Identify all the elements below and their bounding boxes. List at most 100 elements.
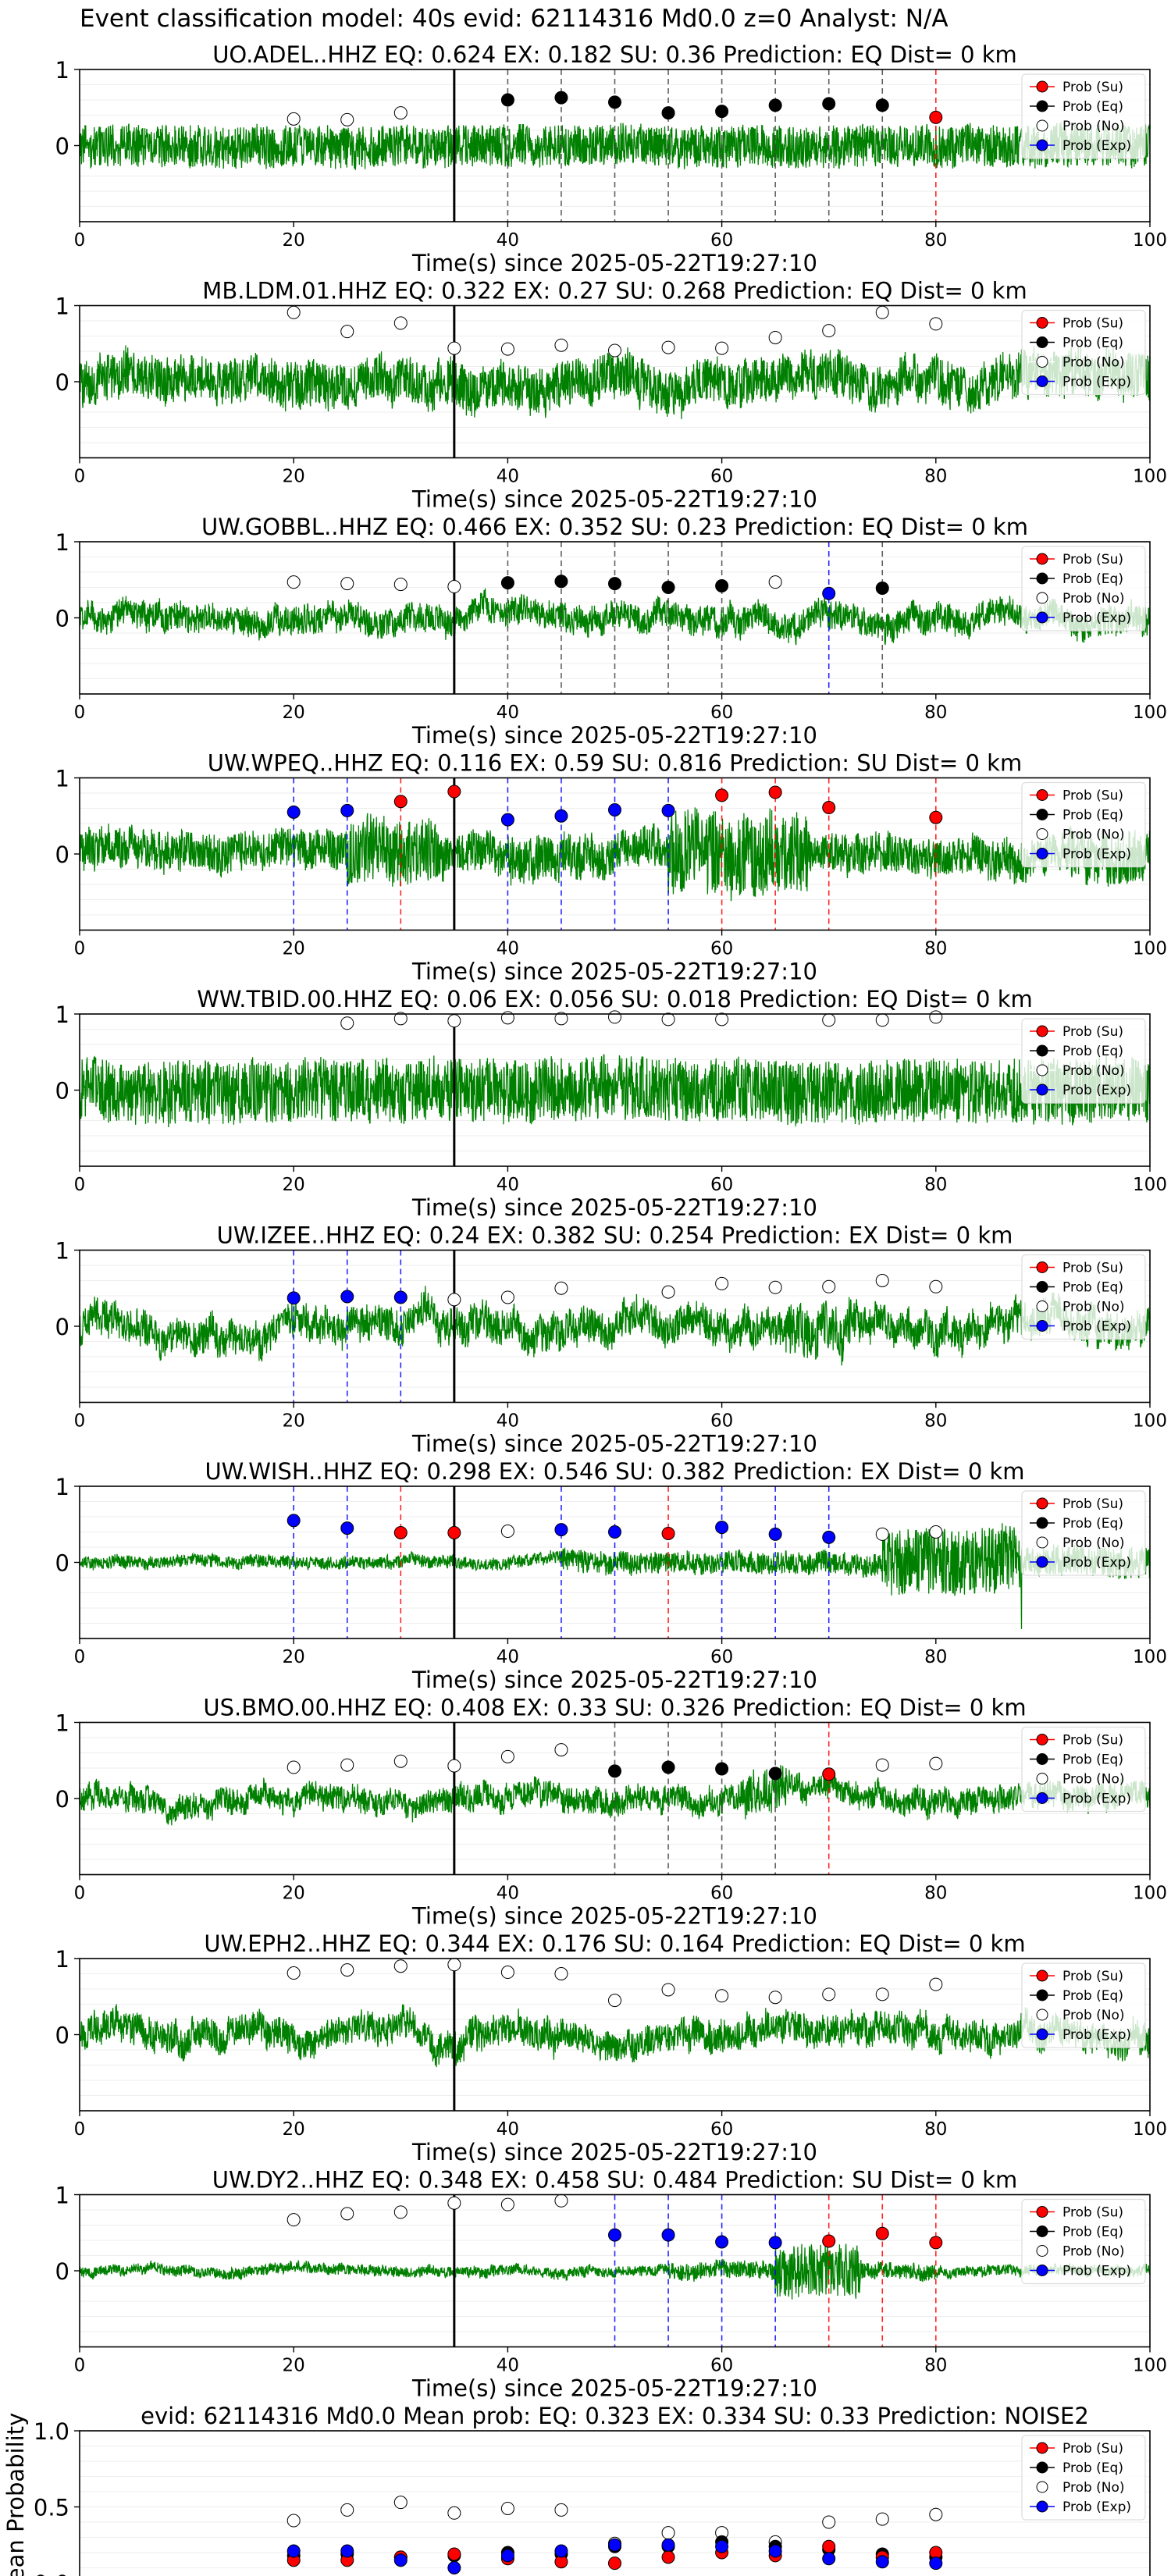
prob-point-no: [608, 343, 621, 358]
prob-point-eq: [554, 575, 568, 589]
x-tick-label: 80: [924, 1175, 947, 1195]
legend: Prob (Su) Prob (Eq) Prob (No) Prob (Exp): [1021, 1726, 1146, 1813]
prob-point-no: [393, 316, 408, 330]
prob-point-no: [661, 340, 675, 354]
legend-marker-eq: [1036, 336, 1048, 348]
legend: Prob (Su) Prob (Eq) Prob (No) Prob (Exp): [1021, 309, 1146, 396]
legend-label: Prob (Su): [1062, 1969, 1123, 1984]
prob-point-exp: [768, 1527, 782, 1541]
mean-prob-point-exp: [340, 2544, 354, 2558]
legend-marker-no: [1036, 2245, 1048, 2257]
panel-title: UW.DY2..HHZ EQ: 0.348 EX: 0.458 SU: 0.48…: [212, 2167, 1018, 2194]
legend-label: Prob (Exp): [1062, 1555, 1131, 1571]
prob-point-exp: [822, 586, 836, 600]
y-tick-label: 0.5: [34, 2495, 69, 2521]
mean-prob-point-no: [340, 2503, 354, 2517]
x-tick-label: 20: [283, 2119, 305, 2140]
x-tick-label: 100: [1133, 1411, 1167, 1432]
mean-prob-point-exp: [500, 2549, 514, 2563]
x-tick-label: 80: [924, 467, 947, 487]
legend-marker-exp: [1036, 2028, 1048, 2041]
prob-point-no: [287, 1966, 301, 1980]
prob-point-eq: [661, 581, 675, 594]
waveform-trace: [79, 1054, 1151, 1128]
prob-point-no: [340, 325, 354, 339]
waveform-trace: [79, 345, 1151, 419]
legend-marker-no: [1036, 2481, 1048, 2493]
legend-marker-eq: [1036, 572, 1048, 585]
y-tick-label: 0: [55, 2023, 69, 2049]
prob-point-no: [661, 1285, 675, 1299]
x-tick-label: 40: [497, 1175, 519, 1195]
prob-point-su: [875, 2226, 889, 2240]
x-tick-label: 80: [924, 230, 947, 251]
x-tick-label: 20: [283, 939, 305, 959]
mean-prob-point-no: [500, 2501, 514, 2515]
mean-prob-point-exp: [447, 2561, 461, 2574]
legend-marker-su: [1036, 2206, 1048, 2218]
legend-label: Prob (Eq): [1062, 808, 1123, 824]
waveform-trace: [79, 1286, 1151, 1366]
x-tick-label: 40: [497, 2356, 519, 2376]
legend-label: Prob (Exp): [1062, 1791, 1131, 1807]
prob-point-eq: [608, 577, 621, 591]
panel-title: MB.LDM.01.HHZ EQ: 0.322 EX: 0.27 SU: 0.2…: [202, 278, 1027, 304]
panel-title: WW.TBID.00.HHZ EQ: 0.06 EX: 0.056 SU: 0.…: [197, 986, 1033, 1012]
prob-point-su: [393, 1525, 408, 1539]
legend: Prob (Su) Prob (Eq) Prob (No) Prob (Exp): [1021, 1962, 1146, 2048]
prob-point-no: [929, 1525, 943, 1539]
mean-prob-point-no: [929, 2507, 943, 2521]
legend-marker-su: [1036, 1734, 1048, 1745]
legend-marker-eq: [1036, 1989, 1048, 2001]
legend-label: Prob (Su): [1062, 316, 1123, 332]
prob-point-no: [875, 1274, 889, 1287]
prob-point-no: [393, 1959, 408, 1973]
y-tick-label: 1: [55, 1946, 69, 1973]
prob-point-no: [554, 338, 568, 352]
prob-point-no: [500, 1290, 514, 1304]
x-tick-label: 100: [1133, 1884, 1167, 1904]
prob-point-no: [768, 330, 782, 344]
legend-label: Prob (Exp): [1062, 2500, 1131, 2515]
panel-8: US.BMO.00.HHZ EQ: 0.408 EX: 0.33 SU: 0.3…: [55, 1695, 1167, 1930]
prob-point-no: [554, 1012, 568, 1026]
x-tick-label: 0: [74, 939, 86, 959]
x-tick-label: 0: [74, 1411, 86, 1432]
prob-point-no: [393, 1012, 408, 1026]
legend-label: Prob (Exp): [1062, 1083, 1131, 1098]
mean-prob-point-no: [554, 2503, 568, 2517]
x-tick-label: 20: [283, 1647, 305, 1667]
mean-prob-point-exp: [554, 2544, 568, 2558]
y-tick-label: 1: [55, 766, 69, 792]
prob-point-no: [500, 1966, 514, 1980]
x-tick-label: 60: [710, 467, 733, 487]
legend-label: Prob (No): [1062, 591, 1125, 607]
prob-point-eq: [715, 1762, 729, 1776]
legend-box: [1021, 781, 1146, 868]
x-axis-label: Time(s) since 2025-05-22T19:27:10: [411, 1667, 817, 1693]
legend-label: Prob (No): [1062, 355, 1125, 371]
prob-point-eq: [768, 1767, 782, 1781]
legend-label: Prob (Exp): [1062, 847, 1131, 863]
prob-point-no: [287, 112, 301, 126]
prob-point-no: [875, 1013, 889, 1027]
mean-prob-point-exp: [929, 2556, 943, 2571]
panel-2: MB.LDM.01.HHZ EQ: 0.322 EX: 0.27 SU: 0.2…: [55, 278, 1167, 513]
prob-point-no: [340, 577, 354, 591]
legend: Prob (Su) Prob (Eq) Prob (No) Prob (Exp): [1021, 2435, 1146, 2521]
prob-point-exp: [608, 2228, 621, 2242]
legend-label: Prob (Eq): [1062, 2225, 1123, 2240]
y-axis-label: Mean Probability: [2, 2413, 29, 2576]
prob-point-no: [822, 324, 836, 338]
x-tick-label: 0: [74, 703, 86, 723]
legend: Prob (Su) Prob (Eq) Prob (No) Prob (Exp): [1021, 781, 1146, 868]
x-tick-label: 0: [74, 2119, 86, 2140]
legend-box: [1021, 2435, 1146, 2521]
prob-point-no: [822, 1279, 836, 1293]
legend-label: Prob (Eq): [1062, 1280, 1123, 1296]
x-tick-label: 100: [1133, 467, 1167, 487]
x-axis-label: Time(s) since 2025-05-22T19:27:10: [411, 250, 817, 276]
panel-title: US.BMO.00.HHZ EQ: 0.408 EX: 0.33 SU: 0.3…: [203, 1695, 1026, 1721]
prob-point-exp: [822, 1530, 836, 1544]
